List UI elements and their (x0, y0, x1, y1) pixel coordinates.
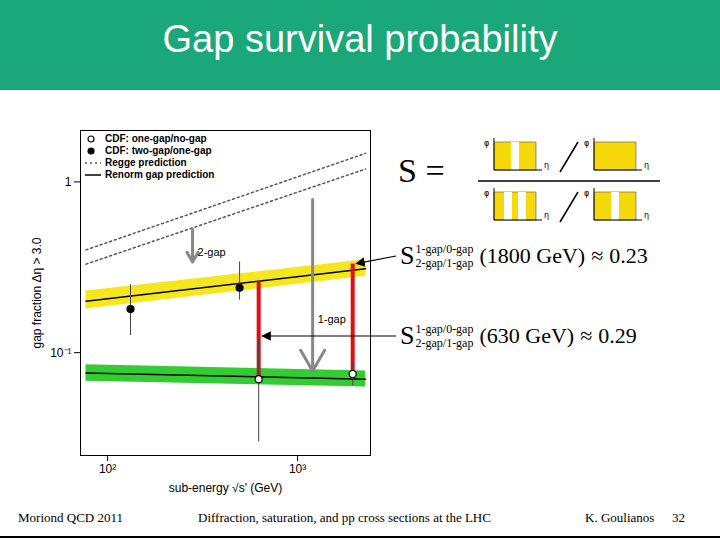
html-text:Gap survival probability: Gap survival probability (162, 18, 558, 60)
svg-text:φ: φ (484, 139, 489, 148)
html-text:K. Goulianos: K. Goulianos (585, 510, 655, 525)
svg-text:φ: φ (484, 189, 489, 198)
html-text:2-gap/1-gap (1800 GeV) ≈ 0.23: 2-gap/1-gap (1800 GeV) ≈ 0.23 (415, 243, 648, 270)
svg-text:gap fraction Δη > 3.0: gap fraction Δη > 3.0 (30, 237, 44, 348)
html-text:1-gap/0-gap: 1-gap/0-gap (415, 322, 474, 336)
svg-text:10⁻¹: 10⁻¹ (50, 346, 71, 360)
svg-text:1-gap: 1-gap (318, 313, 346, 325)
html-text:CDF: one-gap/no-gap: CDF: one-gap/no-gap (105, 133, 207, 144)
svg-text:10²: 10² (99, 462, 116, 476)
html-text:S: S (400, 241, 415, 270)
svg-text:φ: φ (584, 189, 589, 198)
html-text:2-gap/1-gap (630 GeV) ≈ 0.29: 2-gap/1-gap (630 GeV) ≈ 0.29 (415, 323, 637, 350)
html-text:Diffraction, saturation, and p: Diffraction, saturation, and pp cross se… (198, 510, 491, 525)
svg-text:sub-energy √s' (GeV): sub-energy √s' (GeV) (169, 481, 283, 495)
svg-text:φ: φ (584, 139, 589, 148)
svg-text:η: η (644, 161, 649, 170)
svg-text:η: η (644, 211, 649, 220)
svg-text:1: 1 (65, 175, 72, 189)
html-text:CDF: two-gap/one-gap: CDF: two-gap/one-gap (105, 145, 212, 156)
html-text:Moriond QCD 2011: Moriond QCD 2011 (18, 510, 123, 525)
html-text:32: 32 (672, 510, 685, 525)
html-text:Regge prediction: Regge prediction (105, 157, 187, 168)
html-text:S =: S = (398, 152, 445, 189)
svg-text:η: η (544, 211, 549, 220)
html-text:S: S (400, 321, 415, 350)
svg-text:η: η (544, 161, 549, 170)
svg-text:10³: 10³ (289, 462, 306, 476)
html-text:1-gap/0-gap: 1-gap/0-gap (415, 242, 474, 256)
svg-text:2-gap: 2-gap (198, 246, 226, 258)
html-text:Renorm gap prediction: Renorm gap prediction (105, 169, 215, 180)
